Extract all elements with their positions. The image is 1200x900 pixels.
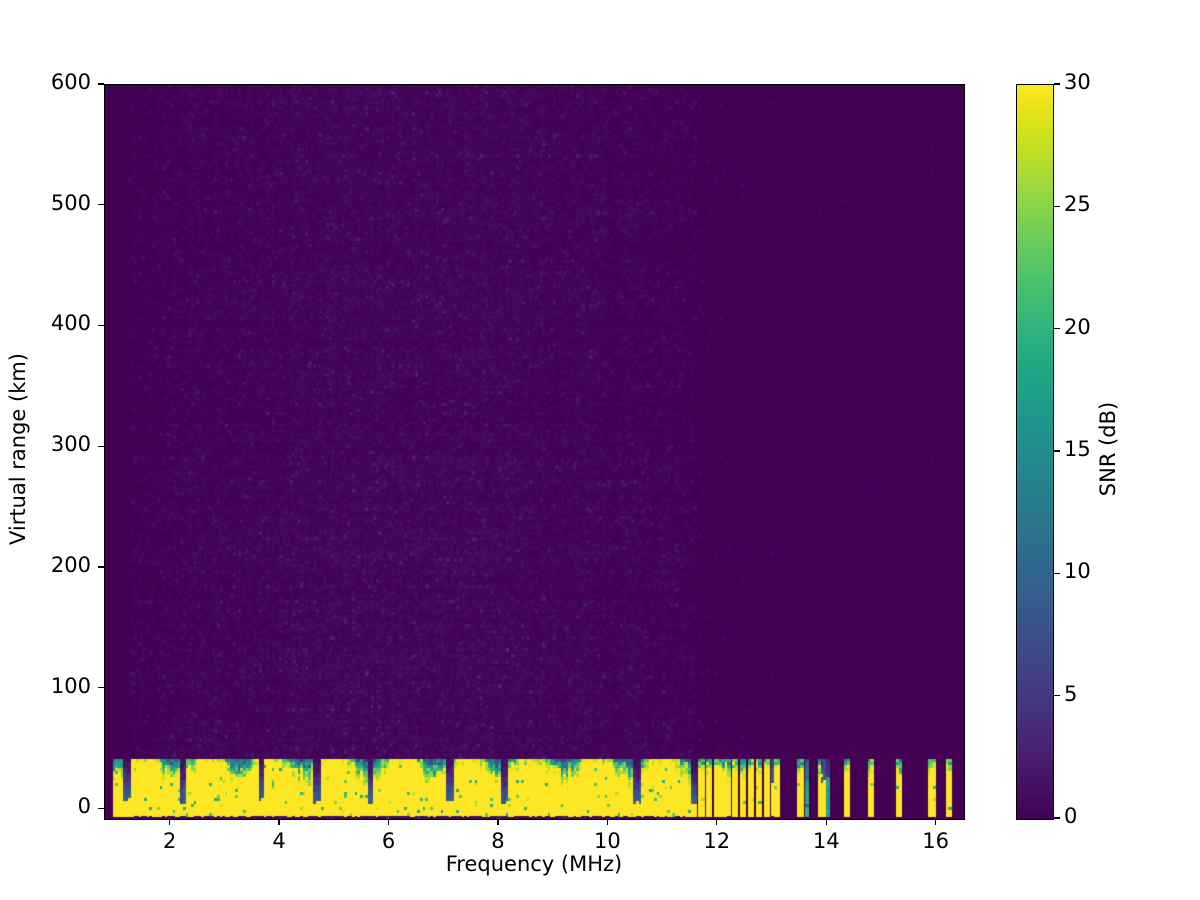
colorbar (1016, 84, 1054, 820)
colorbar-tick-label: 25 (1064, 192, 1091, 217)
colorbar-tick-mark (1054, 450, 1060, 452)
colorbar-tick-label: 5 (1064, 681, 1078, 706)
x-tick-label: 12 (703, 829, 731, 853)
colorbar-tick-mark (1054, 205, 1060, 207)
y-tick-label: 500 (50, 190, 91, 215)
x-tick-mark (497, 819, 499, 826)
ionogram-heatmap (105, 85, 964, 819)
colorbar-label: SNR (dB) (1096, 401, 1120, 497)
x-tick-mark (387, 819, 390, 826)
x-tick-label: 2 (162, 829, 177, 853)
x-tick-mark (606, 819, 608, 826)
colorbar-tick-label: 15 (1064, 437, 1091, 461)
colorbar-tick-label: 20 (1064, 314, 1091, 339)
y-tick-label: 300 (50, 432, 91, 457)
x-tick-label: 10 (593, 829, 621, 853)
x-tick-mark (716, 819, 718, 826)
y-tick-label: 200 (50, 552, 91, 577)
colorbar-tick-mark (1054, 817, 1060, 819)
ionogram-plot-area (104, 84, 965, 820)
colorbar-tick-label: 30 (1064, 70, 1091, 94)
x-tick-label: 14 (812, 829, 840, 853)
y-tick-mark (98, 807, 104, 809)
colorbar-tick-label: 10 (1064, 559, 1091, 584)
y-tick-mark (98, 204, 104, 206)
x-tick-mark (825, 819, 827, 826)
y-tick-label: 0 (77, 794, 91, 819)
colorbar-tick-label: 0 (1064, 804, 1078, 828)
y-tick-mark (98, 324, 104, 327)
colorbar-gradient (1017, 85, 1053, 819)
x-tick-mark (278, 819, 280, 826)
x-tick-label: 16 (922, 829, 949, 853)
x-tick-label: 8 (491, 829, 505, 853)
colorbar-tick-mark (1054, 572, 1060, 574)
y-tick-mark (98, 83, 104, 85)
x-tick-mark (934, 819, 937, 826)
y-tick-label: 100 (50, 673, 91, 698)
x-tick-label: 4 (272, 829, 286, 853)
colorbar-tick-mark (1054, 695, 1060, 697)
x-axis-label: Frequency (MHz) (445, 852, 623, 876)
y-tick-label: 600 (50, 70, 91, 94)
x-tick-label: 6 (381, 829, 396, 853)
y-tick-mark (98, 566, 104, 568)
y-tick-mark (98, 686, 104, 689)
y-tick-label: 400 (50, 311, 91, 336)
x-tick-mark (169, 819, 171, 826)
y-tick-mark (98, 445, 104, 447)
colorbar-tick-mark (1054, 83, 1060, 85)
colorbar-tick-mark (1054, 328, 1060, 330)
